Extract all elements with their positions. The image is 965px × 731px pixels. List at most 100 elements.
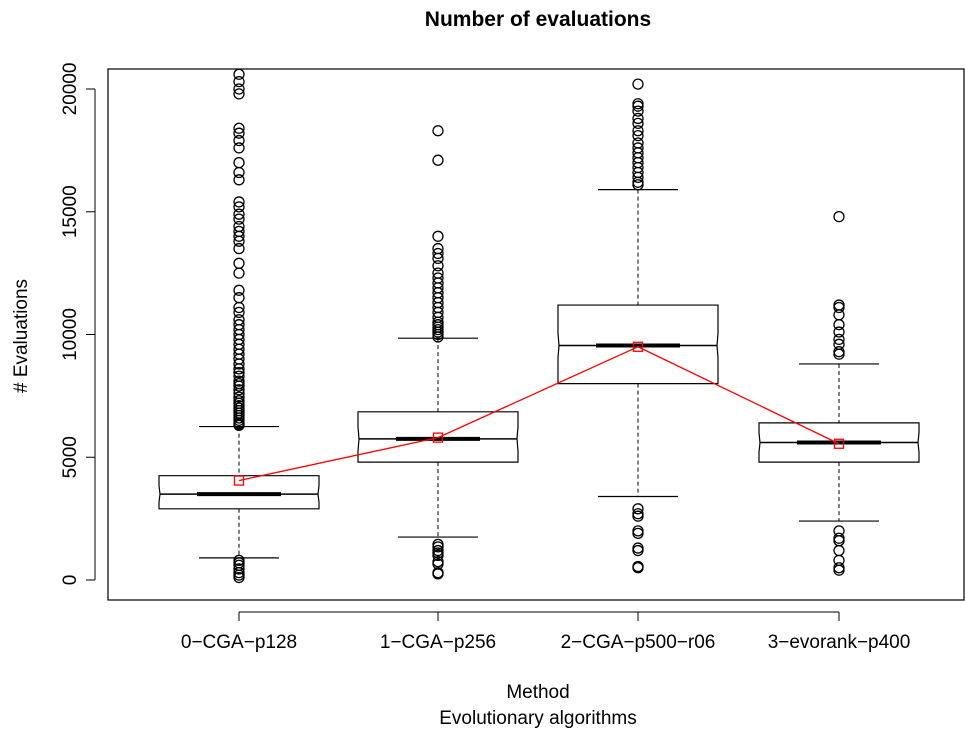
outlier-point	[432, 230, 444, 242]
outlier-point	[632, 137, 644, 149]
outlier-point	[233, 366, 245, 379]
outlier-point	[833, 564, 845, 576]
mean-line-layer	[233, 341, 845, 486]
outlier-point	[632, 503, 644, 515]
outlier-point	[233, 257, 245, 269]
outlier-point	[233, 201, 245, 213]
outlier-point	[833, 326, 845, 338]
chart-title: Number of evaluations	[425, 8, 651, 31]
outlier-point	[233, 122, 245, 134]
mean-marker	[233, 475, 245, 486]
outlier-point	[632, 112, 644, 125]
outlier-point	[233, 306, 245, 319]
outlier-point	[233, 166, 245, 179]
boxes-layer	[158, 68, 920, 584]
plot-frame	[107, 68, 965, 601]
outlier-point	[833, 301, 845, 314]
box-group	[557, 78, 719, 574]
outlier-point	[233, 127, 245, 139]
y-tick-label: 5000	[60, 436, 81, 478]
outlier-point	[432, 260, 444, 272]
outlier-point	[233, 83, 245, 95]
outlier-point	[833, 333, 845, 346]
box-group	[158, 68, 320, 584]
outlier-point	[632, 142, 644, 154]
outlier-point	[632, 105, 644, 117]
outlier-point	[233, 242, 245, 255]
outlier-point	[233, 557, 245, 569]
outlier-point	[632, 542, 644, 554]
outlier-point	[632, 527, 644, 540]
outlier-point	[233, 142, 245, 154]
outlier-point	[233, 384, 245, 396]
outlier-point	[233, 284, 245, 296]
y-tick-label: 15000	[60, 185, 81, 238]
outlier-point	[432, 125, 444, 137]
outlier-point	[233, 134, 245, 147]
outlier-point	[432, 154, 444, 166]
outlier-point	[432, 272, 444, 284]
outlier-point	[632, 129, 644, 142]
x-axis: 0−CGA−p128 1−CGA−p256 2−CGA−p500−r06 3−evor…	[181, 611, 911, 653]
outlier-point	[432, 247, 444, 260]
y-tick-label: 10000	[60, 308, 81, 361]
outlier-point	[833, 299, 845, 311]
mean-marker	[833, 438, 845, 449]
x-tick-label: 0−CGA−p128	[181, 632, 297, 653]
outlier-point	[432, 566, 444, 579]
outlier-point	[432, 267, 444, 279]
outlier-point	[233, 156, 245, 169]
outlier-point	[233, 554, 245, 567]
outlier-point	[632, 117, 644, 130]
outlier-point	[233, 208, 245, 220]
outlier-point	[833, 348, 845, 360]
outlier-point	[233, 292, 245, 304]
outlier-point	[632, 544, 644, 557]
mean-line	[238, 346, 840, 482]
y-axis-label: # Evaluations	[11, 279, 32, 393]
outlier-point	[833, 525, 845, 537]
outlier-point	[833, 535, 845, 547]
outlier-point	[233, 370, 245, 382]
outlier-point	[632, 560, 644, 573]
outlier-point	[233, 267, 245, 279]
outlier-point	[233, 563, 245, 575]
outlier-point	[233, 213, 245, 225]
mean-marker	[432, 432, 444, 443]
outlier-point	[233, 319, 245, 331]
outlier-point	[833, 338, 845, 350]
x-axis-label: Method	[506, 682, 569, 703]
outlier-point	[632, 508, 644, 520]
outlier-point	[432, 555, 444, 568]
outlier-point	[833, 346, 845, 358]
outlier-point	[233, 75, 245, 88]
outlier-point	[233, 395, 245, 407]
box-group	[357, 125, 519, 580]
outlier-point	[632, 125, 644, 137]
outlier-point	[833, 319, 845, 331]
outlier-point	[233, 391, 245, 403]
outlier-point	[432, 544, 444, 557]
x-axis-sublabel: Evolutionary algorithms	[439, 708, 636, 729]
outlier-point	[233, 220, 245, 233]
y-tick-label: 20000	[60, 63, 81, 116]
outlier-point	[233, 314, 245, 326]
outlier-point	[632, 525, 644, 537]
outlier-point	[632, 98, 644, 110]
x-tick-label: 2−CGA−p500−r06	[561, 632, 716, 653]
x-tick-label: 3−evorank−p400	[768, 632, 911, 653]
box-group	[758, 211, 920, 576]
outlier-point	[233, 375, 245, 387]
mean-marker	[632, 341, 644, 352]
outlier-point	[233, 88, 245, 100]
outlier-point	[432, 538, 444, 551]
outlier-point	[833, 532, 845, 544]
outlier-point	[233, 225, 245, 238]
outlier-point	[233, 174, 245, 186]
outlier-point	[833, 554, 845, 567]
outlier-point	[233, 196, 245, 208]
outlier-point	[833, 211, 845, 223]
outlier-point	[833, 562, 845, 574]
y-tick-label: 0	[60, 575, 81, 586]
